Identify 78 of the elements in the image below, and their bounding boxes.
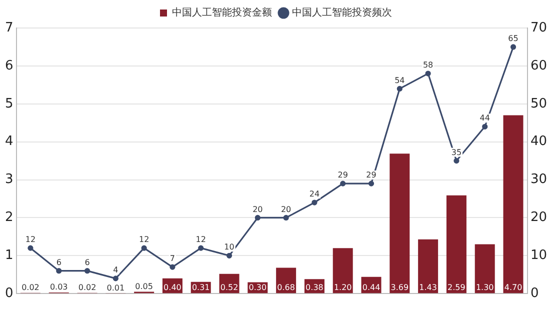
data-label: 44 <box>480 114 490 123</box>
data-label: 24 <box>309 190 320 199</box>
point <box>254 214 260 221</box>
data-label: 29 <box>338 170 348 180</box>
bar <box>390 154 410 294</box>
data-label: 12 <box>25 235 36 244</box>
point <box>510 44 516 50</box>
point <box>482 124 488 130</box>
data-label: 0.68 <box>277 283 295 292</box>
y2-tick-label: 0 <box>530 286 539 301</box>
data-label: 0.03 <box>50 282 68 292</box>
data-label: 0.01 <box>106 283 125 292</box>
data-label: 2.59 <box>448 283 466 292</box>
legend-label: 中国人工智能投资金额 <box>172 6 272 19</box>
data-label: 54 <box>394 76 405 85</box>
data-label: 0.02 <box>78 282 96 292</box>
y-tick-label: 0 <box>4 286 14 301</box>
point <box>226 252 232 258</box>
y2-tick-label: 70 <box>530 20 548 36</box>
bar <box>418 239 438 294</box>
data-label: 1.30 <box>476 283 494 292</box>
data-label: 0.40 <box>164 283 182 292</box>
y2-tick-label: 40 <box>530 134 548 150</box>
data-label: 35 <box>451 148 462 157</box>
point <box>112 276 118 282</box>
data-label: 58 <box>422 60 434 70</box>
point <box>396 86 402 92</box>
point <box>56 268 62 274</box>
data-label: 10 <box>224 242 234 252</box>
bar <box>332 248 353 294</box>
point <box>84 268 90 274</box>
y-tick-label: 6 <box>4 58 14 74</box>
y-tick-label: 1 <box>4 248 14 264</box>
data-label: 0.05 <box>135 282 153 291</box>
y2-tick-label: 10 <box>530 248 548 264</box>
bar <box>446 195 466 294</box>
data-label: 0.44 <box>362 283 380 292</box>
y-tick-label: 2 <box>4 210 14 226</box>
data-label: 0.02 <box>22 282 40 292</box>
point <box>141 245 147 251</box>
y-tick-label: 4 <box>4 134 14 150</box>
y-tick-label: 5 <box>4 96 14 112</box>
data-label: 0.38 <box>306 283 324 292</box>
data-label: 0.52 <box>220 283 238 292</box>
data-label: 0.30 <box>248 283 267 292</box>
data-label: 29 <box>366 170 376 180</box>
point <box>425 70 431 76</box>
data-label: 20 <box>280 204 292 214</box>
data-label: 12 <box>138 235 150 244</box>
data-label: 1.20 <box>334 283 352 292</box>
y2-tick-label: 60 <box>530 58 548 74</box>
data-label: 65 <box>508 34 518 44</box>
data-label: 4 <box>113 266 118 274</box>
bar <box>474 244 495 294</box>
data-label: 4.70 <box>504 283 522 292</box>
data-label: 3.69 <box>390 283 409 292</box>
data-label: 12 <box>196 235 206 244</box>
data-label: 6 <box>84 258 90 267</box>
point <box>312 200 318 206</box>
bar <box>503 115 524 294</box>
y-tick-label: 3 <box>4 172 14 188</box>
point <box>368 180 374 186</box>
point <box>454 158 460 164</box>
data-label: 7 <box>170 254 176 264</box>
data-label: 6 <box>56 258 62 267</box>
data-label: 20 <box>252 204 263 214</box>
y2-tick-label: 20 <box>530 210 548 226</box>
data-label: 0.31 <box>192 283 210 292</box>
y2-tick-label: 30 <box>530 172 548 188</box>
data-label: 1.43 <box>419 283 437 292</box>
y-tick-label: 7 <box>4 20 14 36</box>
point <box>198 245 204 251</box>
y2-tick-label: 50 <box>530 96 548 112</box>
point <box>28 245 34 251</box>
point <box>283 214 289 221</box>
legend-label: 中国人工智能投资频次 <box>292 6 392 19</box>
point <box>170 264 176 270</box>
point <box>340 180 346 186</box>
